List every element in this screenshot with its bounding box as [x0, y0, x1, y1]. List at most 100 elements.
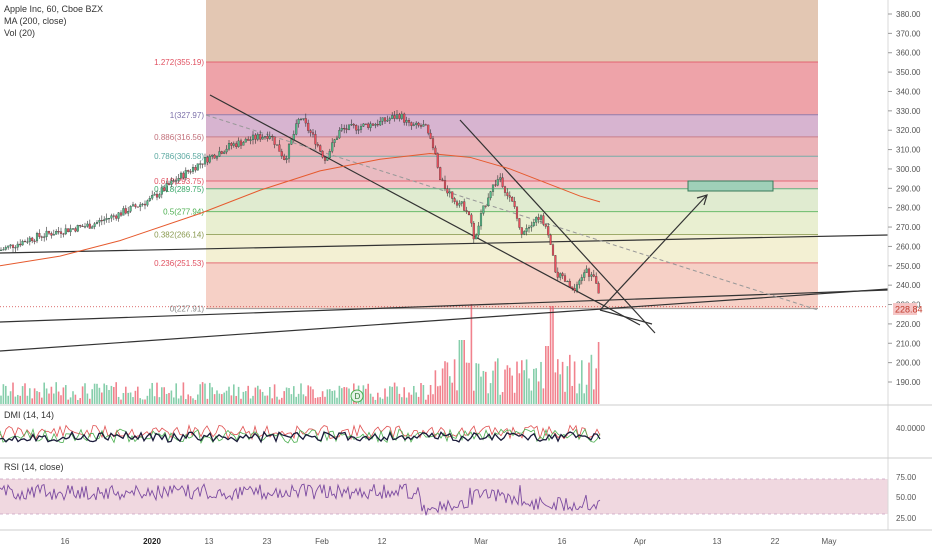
- volume-bar: [245, 391, 247, 404]
- candle-body: [482, 205, 485, 214]
- volume-legend[interactable]: Vol (20): [4, 28, 35, 38]
- candle-body: [559, 273, 562, 278]
- candle-body: [103, 219, 106, 222]
- volume-bar: [19, 395, 21, 404]
- volume-bar: [456, 390, 458, 404]
- volume-bar: [45, 388, 48, 404]
- rsi-line: [0, 483, 601, 516]
- volume-bar: [415, 392, 417, 404]
- trend-line-4[interactable]: [459, 119, 656, 334]
- candle-body: [14, 247, 17, 249]
- candle-body: [515, 206, 519, 219]
- candle-body: [177, 178, 180, 181]
- candle-body: [583, 272, 586, 278]
- volume-bar: [583, 393, 585, 404]
- candle-body: [338, 130, 341, 139]
- volume-bar: [470, 304, 473, 404]
- volume-bar: [499, 394, 501, 404]
- target-zone[interactable]: [687, 180, 774, 192]
- candle-body: [307, 122, 310, 131]
- price-tick-label: 240.00: [896, 281, 921, 290]
- volume-bar: [139, 398, 141, 404]
- trend-line-1[interactable]: [0, 289, 889, 323]
- candle-body: [489, 191, 492, 199]
- dividend-marker-icon[interactable]: [350, 389, 364, 403]
- candle-body: [261, 137, 264, 140]
- volume-bar: [446, 362, 449, 404]
- volume-bar: [537, 381, 540, 404]
- chart-title[interactable]: Apple Inc, 60, Cboe BZX: [4, 4, 103, 14]
- volume-bar: [29, 388, 31, 404]
- trend-line-2[interactable]: [0, 288, 889, 352]
- trend-line-5[interactable]: [599, 194, 708, 311]
- volume-bar: [110, 385, 113, 404]
- candle-body: [259, 134, 262, 140]
- trend-lines[interactable]: [0, 94, 889, 352]
- candle-body: [376, 123, 379, 126]
- candle-body: [28, 237, 31, 242]
- candle-body: [9, 244, 12, 247]
- candle-body: [199, 163, 202, 165]
- trend-line-3[interactable]: [209, 94, 641, 326]
- ma-legend[interactable]: MA (200, close): [4, 16, 67, 26]
- trend-line-0[interactable]: [0, 234, 889, 254]
- price-tick-label: 320.00: [896, 126, 921, 135]
- candle-body: [446, 188, 449, 194]
- volume-bar: [261, 391, 264, 404]
- candle-body: [69, 228, 72, 233]
- indicator-panes: [0, 423, 888, 516]
- volume-bar: [557, 359, 559, 404]
- volume-bar: [516, 361, 518, 404]
- candle-body: [302, 118, 305, 120]
- volume-bar: [453, 359, 456, 404]
- candle-body: [590, 274, 593, 277]
- volume-bar: [482, 370, 485, 404]
- price-tick-label: 370.00: [896, 29, 921, 38]
- volume-bar: [489, 383, 492, 404]
- candle-body: [352, 124, 355, 126]
- candle-body: [508, 195, 511, 198]
- price-candles[interactable]: [0, 110, 600, 294]
- volume-bar: [12, 382, 14, 404]
- fibonacci-retracement[interactable]: 1.272(355.19) 1(327.97) 0.886(316.56) 0.786…: [0, 0, 888, 314]
- candle-body: [275, 144, 279, 146]
- volume-bar: [569, 354, 571, 404]
- volume-bar: [305, 396, 307, 404]
- price-tick-label: 270.00: [896, 223, 921, 232]
- candle-body: [31, 237, 34, 242]
- candle-body: [371, 123, 375, 126]
- candle-body: [475, 234, 478, 240]
- candle-body: [323, 157, 327, 161]
- volume-bar: [285, 387, 288, 404]
- candle-body: [148, 198, 151, 201]
- volume-bar: [144, 399, 146, 404]
- price-tick-label: 330.00: [896, 107, 921, 116]
- candle-body: [256, 134, 259, 140]
- candle-body: [266, 136, 269, 139]
- volume-bar: [79, 398, 81, 404]
- volume-bar: [437, 386, 439, 404]
- candle-body: [314, 134, 317, 145]
- candle-body: [345, 128, 348, 130]
- candle-body: [83, 226, 87, 228]
- volume-bar: [86, 393, 89, 404]
- candle-body: [244, 138, 247, 143]
- fib-label-8: 0.236(251.53): [154, 259, 204, 268]
- candle-body: [235, 143, 238, 147]
- volume-bar: [127, 392, 129, 404]
- price-tick-label: 340.00: [896, 87, 921, 96]
- candle-body: [563, 275, 567, 282]
- candle-body: [196, 163, 199, 171]
- dmi-legend[interactable]: DMI (14, 14): [4, 410, 54, 420]
- fib-label-6: 0.5(277.94): [163, 208, 204, 217]
- trend-line-extra[interactable]: [599, 309, 653, 325]
- time-tick-label: Mar: [474, 537, 488, 546]
- volume-bar: [403, 387, 405, 404]
- fib-label-4: 0.618(293.75): [154, 177, 204, 186]
- price-tick-label: 380.00: [896, 10, 921, 19]
- rsi-tick-label: 75.00: [896, 473, 917, 482]
- candle-body: [139, 204, 142, 207]
- candle-body: [467, 211, 471, 216]
- rsi-legend[interactable]: RSI (14, close): [4, 462, 64, 472]
